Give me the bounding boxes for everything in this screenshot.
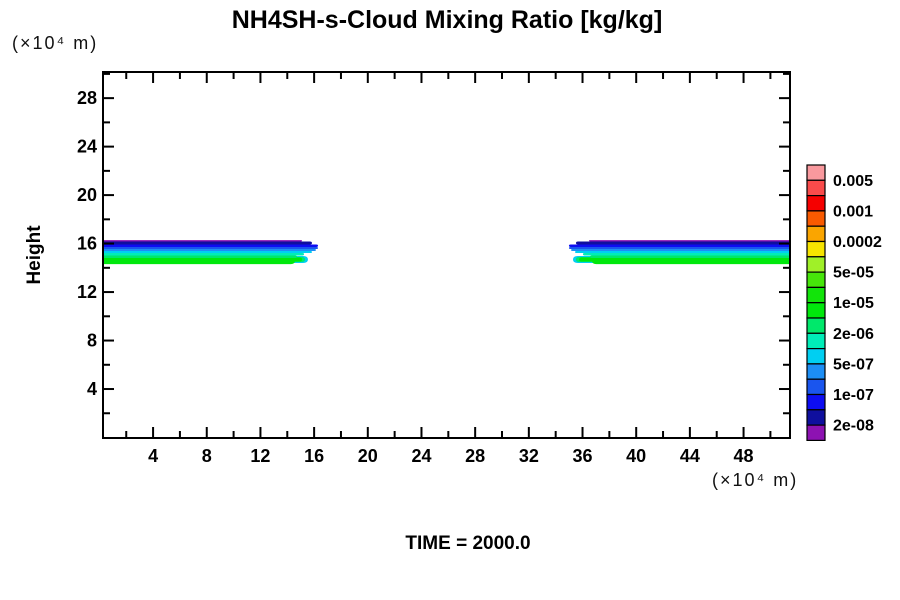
y-tick-label: 16	[77, 234, 97, 254]
colorbar-cell	[806, 393, 826, 411]
cloud-band-layer	[103, 246, 319, 250]
cloud-band-layer	[103, 253, 305, 256]
cloud-band-layer	[592, 258, 790, 265]
colorbar-cell	[806, 179, 826, 197]
colorbar-label: 1e-05	[833, 295, 874, 312]
colorbar-cell	[806, 409, 826, 426]
x-tick-label: 8	[202, 446, 212, 466]
colorbar-label: 5e-07	[833, 356, 874, 373]
cloud-band-layer	[568, 246, 790, 250]
y-tick-label: 28	[77, 88, 97, 108]
cloud-bands	[103, 240, 790, 265]
colorbar-cell	[806, 348, 826, 365]
colorbar: 0.005 0.001 0.0002 5e-05 1e-05 2e-06 5e-07 1e-0…	[806, 164, 882, 442]
colorbar-cell	[806, 286, 826, 304]
y-axis-units-label: (×10⁴ m)	[12, 33, 98, 53]
colorbar-cell	[806, 256, 826, 273]
x-tick-label: 44	[680, 446, 700, 466]
y-tick-label: 24	[77, 137, 97, 157]
colorbar-label: 0.001	[833, 203, 873, 220]
right-cloud-band	[568, 240, 790, 265]
cloud-band-layer	[575, 250, 790, 254]
plot-box	[102, 71, 791, 439]
cloud-band-layer	[103, 255, 297, 259]
y-axis-title: Height	[24, 225, 45, 285]
x-tick-label: 16	[304, 446, 324, 466]
colorbar-label: 0.005	[833, 173, 873, 190]
x-tick-label: 32	[519, 446, 539, 466]
colorbar-cell	[806, 164, 826, 181]
cloud-band-layer	[588, 240, 790, 242]
cloud-band-layer	[568, 244, 790, 247]
cloud-band-layer	[103, 241, 312, 245]
chart-title: NH4SH-s-Cloud Mixing Ratio [kg/kg]	[232, 6, 663, 34]
colorbar-label: 0.0002	[833, 234, 882, 251]
colorbar-cell	[806, 317, 826, 334]
y-tick-label: 8	[87, 331, 97, 351]
left-cloud-band	[103, 240, 319, 265]
colorbar-cell	[806, 363, 826, 380]
colorbar-label: 1e-07	[833, 387, 874, 404]
colorbar-label: 5e-05	[833, 265, 874, 282]
y-tick-label: 4	[87, 379, 97, 399]
colorbar-label: 2e-08	[833, 418, 874, 435]
cloud-band-layer	[103, 258, 295, 265]
colorbar-label: 2e-06	[833, 326, 874, 343]
axis-ticks	[104, 72, 789, 437]
x-tick-label: 20	[358, 446, 378, 466]
cloud-band-layer	[582, 253, 790, 256]
y-tick-label: 20	[77, 185, 97, 205]
cloud-band-layer	[103, 249, 316, 251]
x-tick-label: 28	[465, 446, 485, 466]
colorbar-cell	[806, 424, 826, 442]
x-tick-label: 48	[734, 446, 754, 466]
x-tick-label: 4	[148, 446, 158, 466]
x-axis-units-label: (×10⁴ m)	[712, 470, 798, 490]
y-tick-label: 12	[77, 282, 97, 302]
colorbar-cell	[806, 225, 826, 243]
cloud-band-layer	[590, 255, 790, 259]
time-label: TIME = 2000.0	[405, 533, 530, 554]
x-tick-label: 36	[573, 446, 593, 466]
cloud-band-layer	[575, 241, 790, 245]
colorbar-cell	[806, 240, 826, 258]
colorbar-cell	[806, 195, 826, 212]
cloud-band-layer	[570, 249, 790, 251]
colorbar-cell	[806, 271, 826, 289]
colorbar-cell	[806, 332, 826, 350]
colorbar-cell	[806, 378, 826, 396]
colorbar-cell	[806, 302, 826, 319]
x-tick-label: 12	[250, 446, 270, 466]
colorbar-cell	[806, 210, 826, 227]
x-tick-label: 40	[626, 446, 646, 466]
cloud-band-layer	[103, 244, 319, 247]
x-tick-label: 24	[411, 446, 431, 466]
cloud-band-layer	[103, 240, 303, 242]
cloud-band-layer	[103, 250, 312, 254]
